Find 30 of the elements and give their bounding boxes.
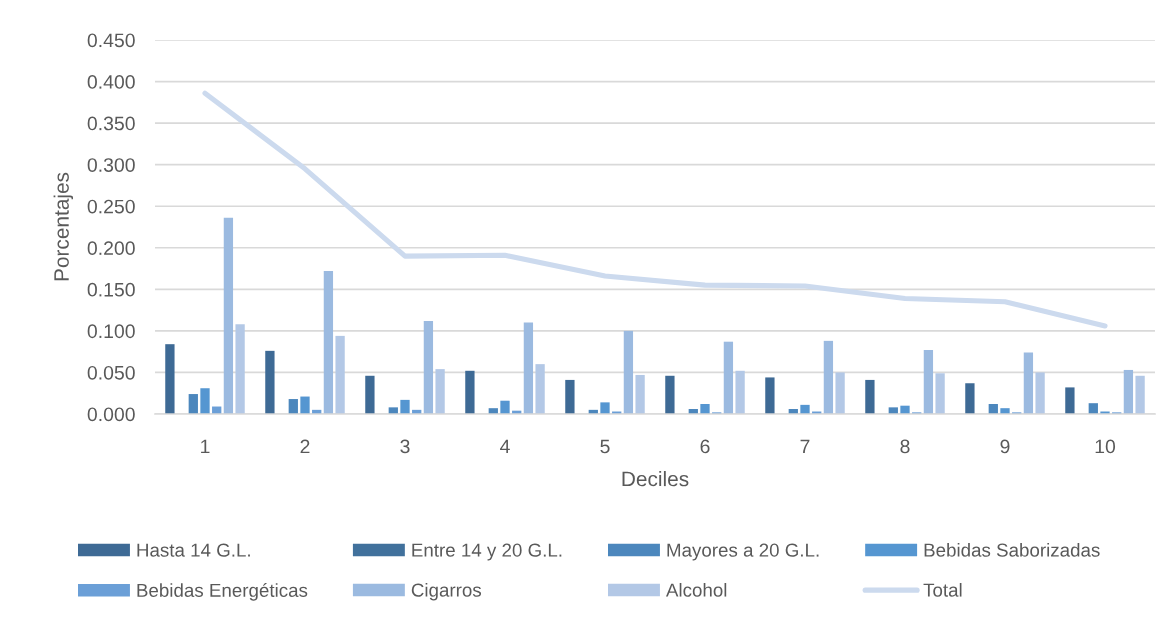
y-tick-label: 0.100 (87, 324, 135, 339)
legend-label: Cigarros (411, 582, 482, 601)
y-tick-label: 0.300 (87, 158, 135, 172)
x-tick-label: 3 (400, 439, 410, 454)
legend-label: Entre 14 y 20 G.L. (412, 543, 562, 561)
y-tick-label: 0.050 (87, 365, 135, 380)
x-tick-label: 6 (700, 439, 710, 454)
x-tick-label: 2 (300, 439, 310, 454)
x-tick-label: 4 (500, 439, 510, 454)
y-tick-label: 0.400 (87, 75, 135, 89)
legend-label: Alcohol (665, 582, 727, 597)
legend-label: Bebidas Energéticas (137, 582, 308, 601)
y-tick-label: 0.350 (87, 116, 135, 131)
x-tick-label: 10 (1095, 439, 1116, 454)
legend-label: Mayores a 20 G.L. (667, 543, 819, 561)
x-tick-label: 8 (900, 439, 910, 454)
y-tick-label: 0.250 (87, 199, 135, 214)
legend-label: Hasta 14 G.L. (137, 543, 250, 557)
y-axis-title: Porcentajes (53, 172, 74, 281)
y-tick-label: 0.000 (87, 407, 135, 422)
x-tick-label: 5 (600, 439, 610, 454)
y-tick-label: 0.200 (87, 241, 135, 256)
x-tick-label: 7 (800, 439, 810, 454)
y-tick-label: 0.150 (87, 282, 135, 297)
x-tick-label: 1 (201, 439, 210, 454)
x-axis-title: Deciles (622, 471, 689, 487)
y-tick-label: 0.450 (87, 33, 135, 48)
legend-label: Total (923, 582, 962, 597)
legend-label: Bebidas Saborizadas (924, 543, 1100, 557)
x-tick-label: 9 (1000, 439, 1010, 454)
